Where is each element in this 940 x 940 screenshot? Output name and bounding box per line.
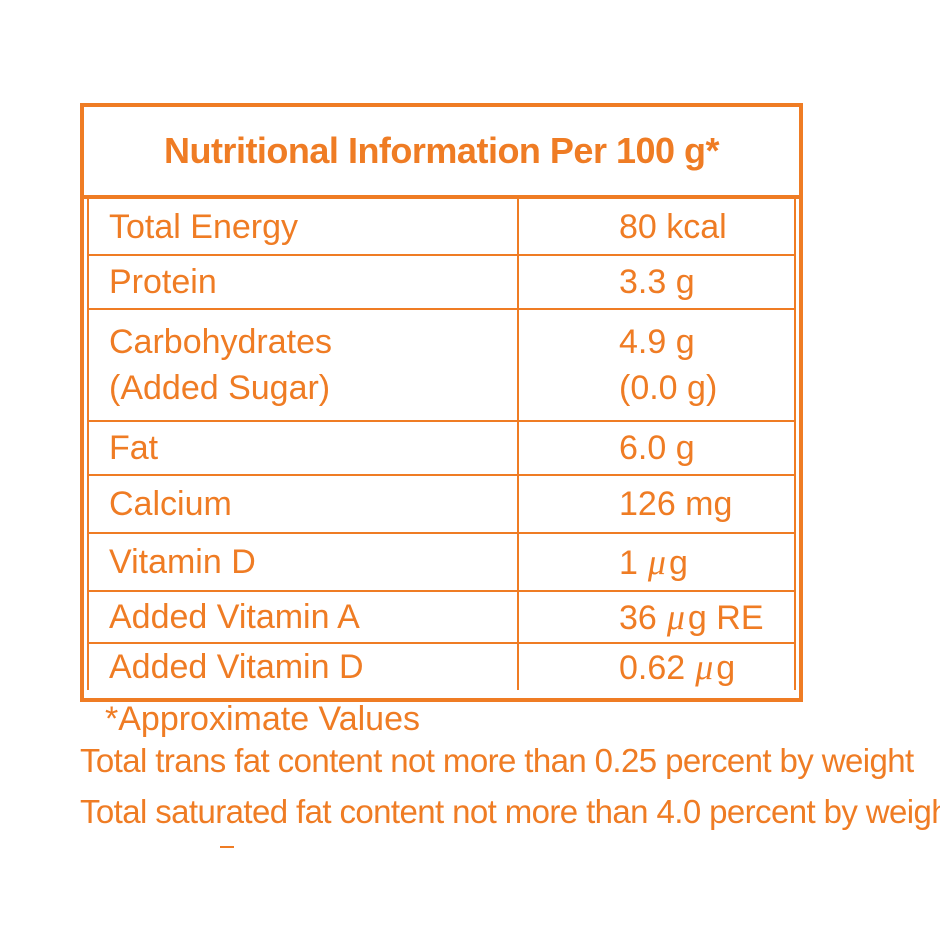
table-row: Protein 3.3 g (89, 256, 794, 310)
nutrient-value: 3.3 g (519, 256, 794, 308)
nutrient-sublabel: (Added Sugar) (109, 369, 331, 407)
nutrient-value: 36 μg RE (519, 592, 794, 642)
nutrient-label: Added Vitamin D (109, 648, 364, 686)
table-row: Total Energy 80 kcal (89, 199, 794, 256)
nutrient-label: Added Vitamin A (109, 598, 360, 636)
value-number: 1 (619, 543, 638, 582)
table-row: Carbohydrates (Added Sugar) 4.9 g (0.0 g… (89, 310, 794, 422)
value-unit: g RE (687, 598, 764, 637)
table-row: Calcium 126 mg (89, 476, 794, 534)
value-label: 80 kcal (619, 207, 727, 246)
value-label: 1 μg (619, 539, 794, 586)
table-row: Added Vitamin D 0.62 μg (89, 644, 794, 690)
panel-title: Nutritional Information Per 100 g* (84, 107, 799, 199)
approximate-values-note: *Approximate Values (105, 700, 420, 738)
nutrient-label: Vitamin D (109, 543, 256, 581)
value-label: 126 mg (619, 485, 733, 523)
nutrient-value: 1 μg (519, 534, 794, 590)
nutrition-panel: Nutritional Information Per 100 g* Total… (80, 103, 803, 702)
nutrient-label: Total Energy (109, 207, 298, 246)
micro-symbol: μ (695, 646, 714, 687)
nutrient-value: 126 mg (519, 476, 794, 532)
dash-mark (220, 846, 234, 848)
nutrient-label: Protein (109, 263, 217, 301)
micro-symbol: μ (647, 541, 666, 582)
nutrient-value: 6.0 g (519, 422, 794, 474)
value-label: 6.0 g (619, 429, 695, 467)
nutrient-value: 80 kcal (519, 199, 794, 254)
value-label: 3.3 g (619, 263, 695, 301)
value-label: 4.9 g (619, 323, 695, 361)
nutrient-value: 4.9 g (0.0 g) (519, 310, 794, 420)
value-label: 0.62 μg (619, 644, 794, 691)
table-row: Fat 6.0 g (89, 422, 794, 476)
saturated-fat-note: Total saturated fat content not more tha… (80, 793, 940, 830)
table-row: Vitamin D 1 μg (89, 534, 794, 592)
value-unit: g (669, 543, 688, 582)
nutrient-name: Added Vitamin D (89, 644, 519, 690)
micro-symbol: μ (666, 596, 685, 637)
value-number: 36 (619, 598, 657, 637)
value-label: 36 μg RE (619, 594, 794, 641)
value-unit: g (716, 648, 736, 687)
nutrient-name: Added Vitamin A (89, 592, 519, 642)
value-sublabel: (0.0 g) (619, 369, 718, 407)
table-row: Added Vitamin A 36 μg RE (89, 592, 794, 644)
nutrient-label: Carbohydrates (109, 323, 333, 361)
nutrient-name: Carbohydrates (Added Sugar) (89, 310, 519, 420)
nutrient-label: Fat (109, 429, 159, 467)
trans-fat-note: Total trans fat content not more than 0.… (80, 742, 914, 779)
nutrient-label: Calcium (109, 485, 232, 523)
nutrition-table: Total Energy 80 kcal Protein 3.3 g Carbo… (87, 199, 796, 690)
nutrient-name: Vitamin D (89, 534, 519, 590)
nutrient-name: Calcium (89, 476, 519, 532)
nutrient-name: Protein (89, 256, 519, 308)
nutrient-name: Total Energy (89, 199, 519, 254)
nutrient-value: 0.62 μg (519, 644, 794, 690)
nutrient-name: Fat (89, 422, 519, 474)
value-number: 0.62 (619, 648, 686, 687)
